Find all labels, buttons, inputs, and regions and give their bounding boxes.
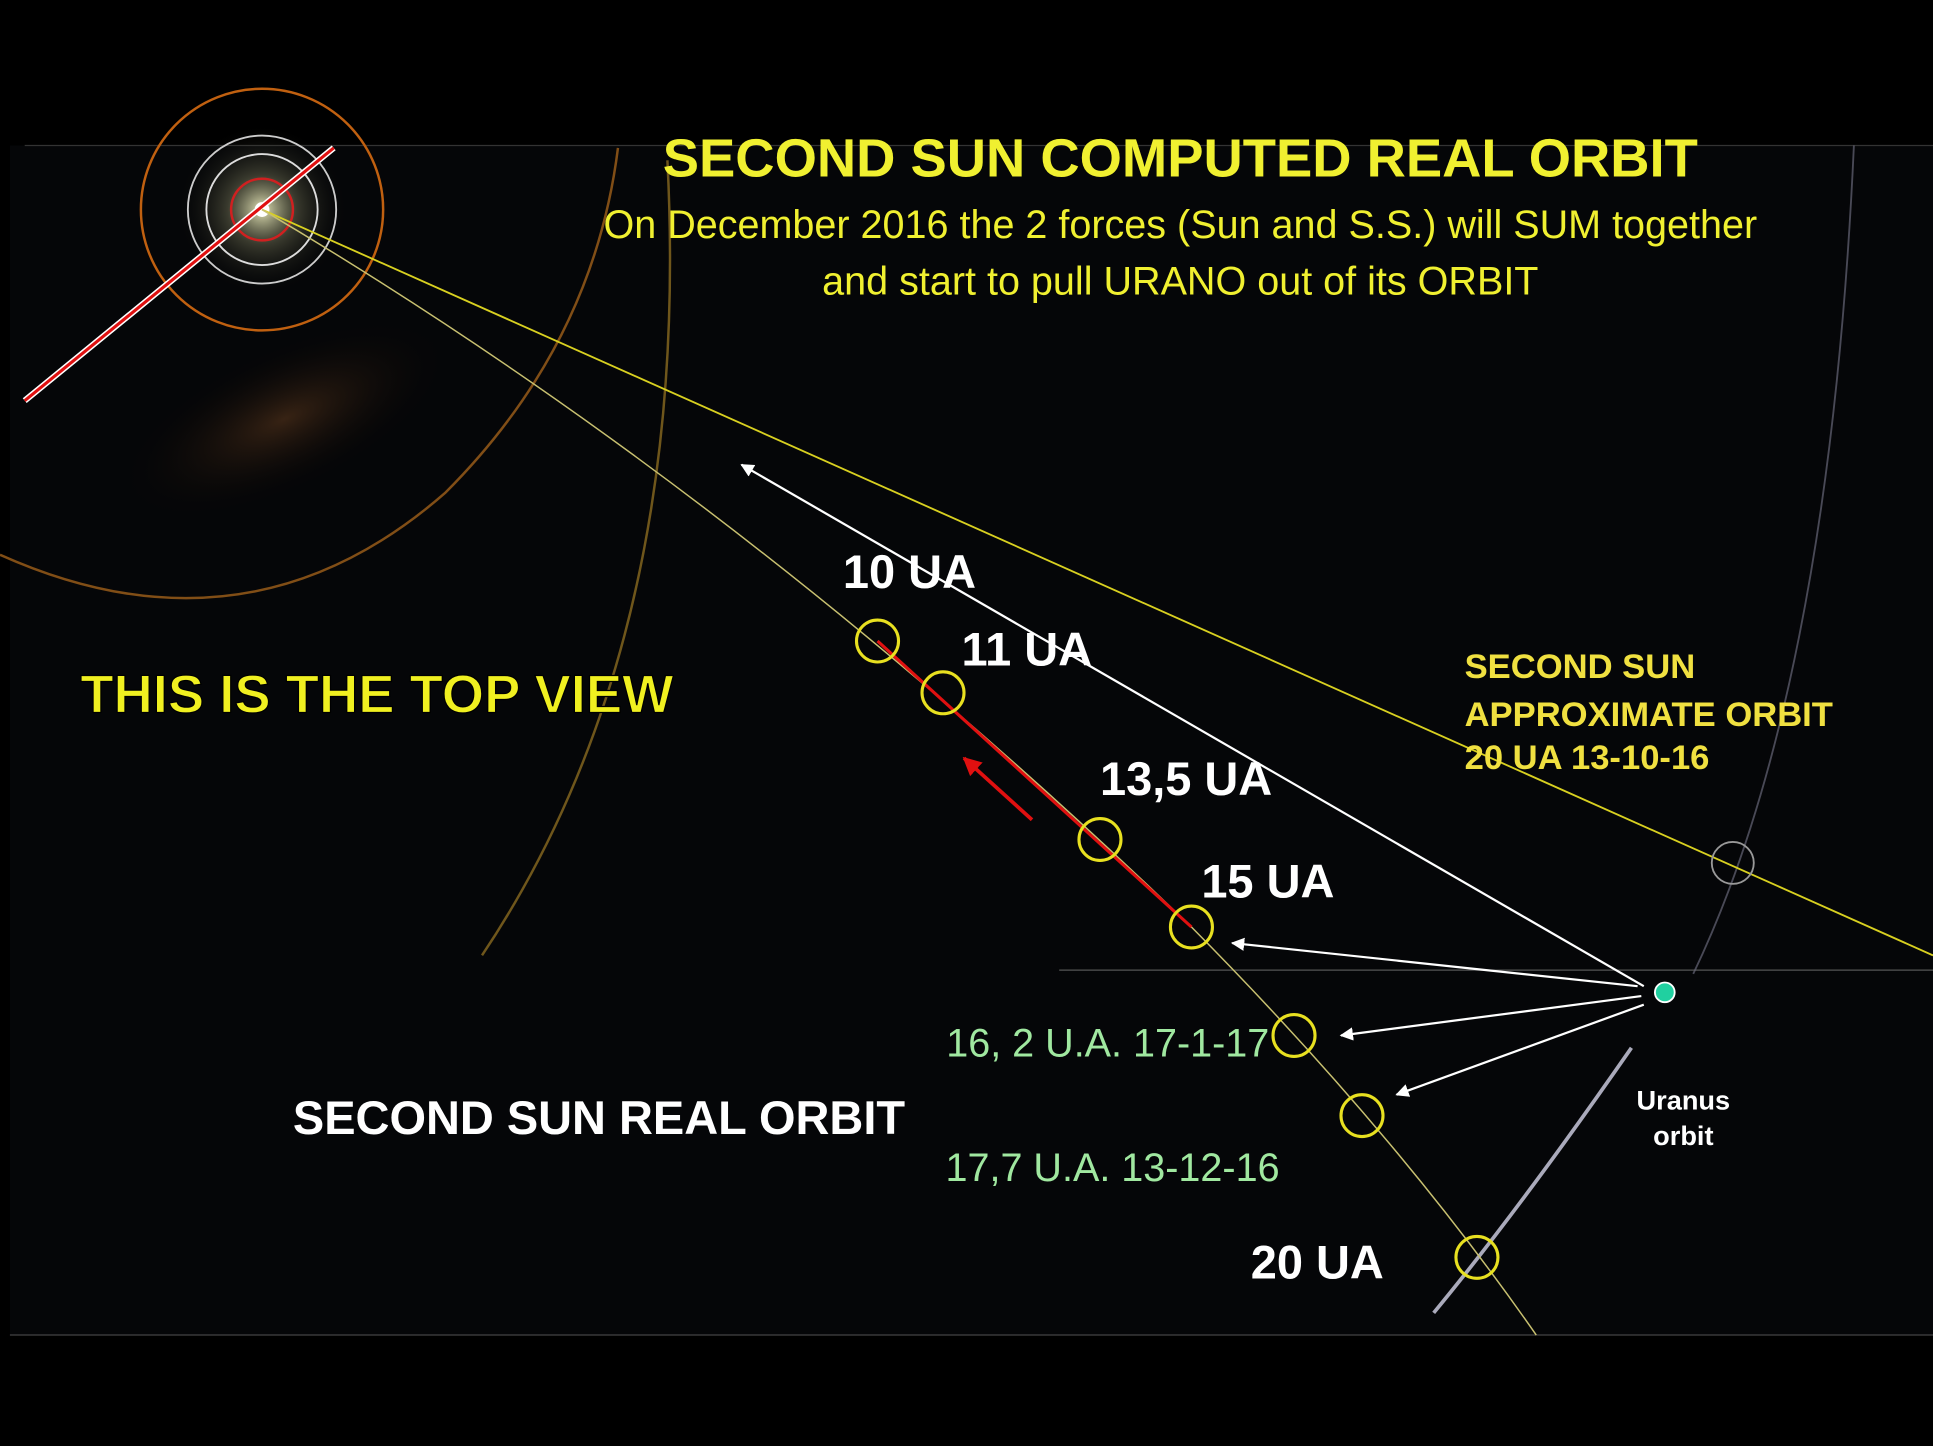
marker [1454,1234,1500,1280]
approximate-marker [1710,841,1755,885]
distance-label: 10 UA [843,546,976,598]
arrow [1339,994,1642,1041]
marker [1271,1013,1317,1058]
real-orbit-label: SECOND SUN REAL ORBIT [293,1092,906,1144]
title: SECOND SUN COMPUTED REAL ORBIT [663,127,1698,188]
uranus-orbit-label: Uranus [1637,1084,1731,1115]
uranus-orbit-arc [1432,1046,1633,1315]
orbit [205,153,319,266]
uranus [1653,981,1676,1004]
nebula [113,316,456,523]
marker [854,618,901,664]
orbit-arc [0,147,620,600]
orbit [229,177,295,242]
marker [1168,904,1214,950]
distance-label: 20 UA [1251,1236,1384,1288]
marker [1339,1093,1385,1139]
arrow [740,463,1645,988]
distance-label: 13,5 UA [1100,753,1272,805]
subtitle: and start to pull URANO out of its ORBIT [822,260,1538,304]
subtitle: On December 2016 the 2 forces (Sun and S… [603,203,1757,247]
distance-label: 11 UA [962,624,1092,676]
orbit-arc [1692,145,1855,975]
uranus-orbit-label: orbit [1653,1120,1713,1151]
real-orbit [261,208,1537,1336]
top-view-label: THIS IS THE TOP VIEW [80,664,674,725]
orbit [139,87,385,332]
arrow [1230,937,1638,988]
orbit-markers [854,618,1500,1280]
force-arrows [740,463,1645,1097]
distance-label: 16, 2 U.A. 17-1-17 [946,1022,1269,1066]
orbit [186,134,338,285]
distance-label: 17,7 U.A. 13-12-16 [945,1146,1279,1190]
real-orbit-segment [876,639,1193,929]
direction-arrow [962,756,1034,822]
distance-label: 15 UA [1201,855,1334,907]
marker [920,670,966,716]
marker [1077,816,1123,862]
orbit-arc [480,160,672,957]
approximate-orbit [261,208,1933,957]
approximate-orbit-label: APPROXIMATE ORBIT [1465,696,1833,734]
axis-line [23,146,335,402]
approximate-orbit-label: 20 UA 13-10-16 [1465,739,1710,777]
approximate-orbit-label: SECOND SUN [1465,648,1696,686]
arrow [1395,1003,1645,1097]
